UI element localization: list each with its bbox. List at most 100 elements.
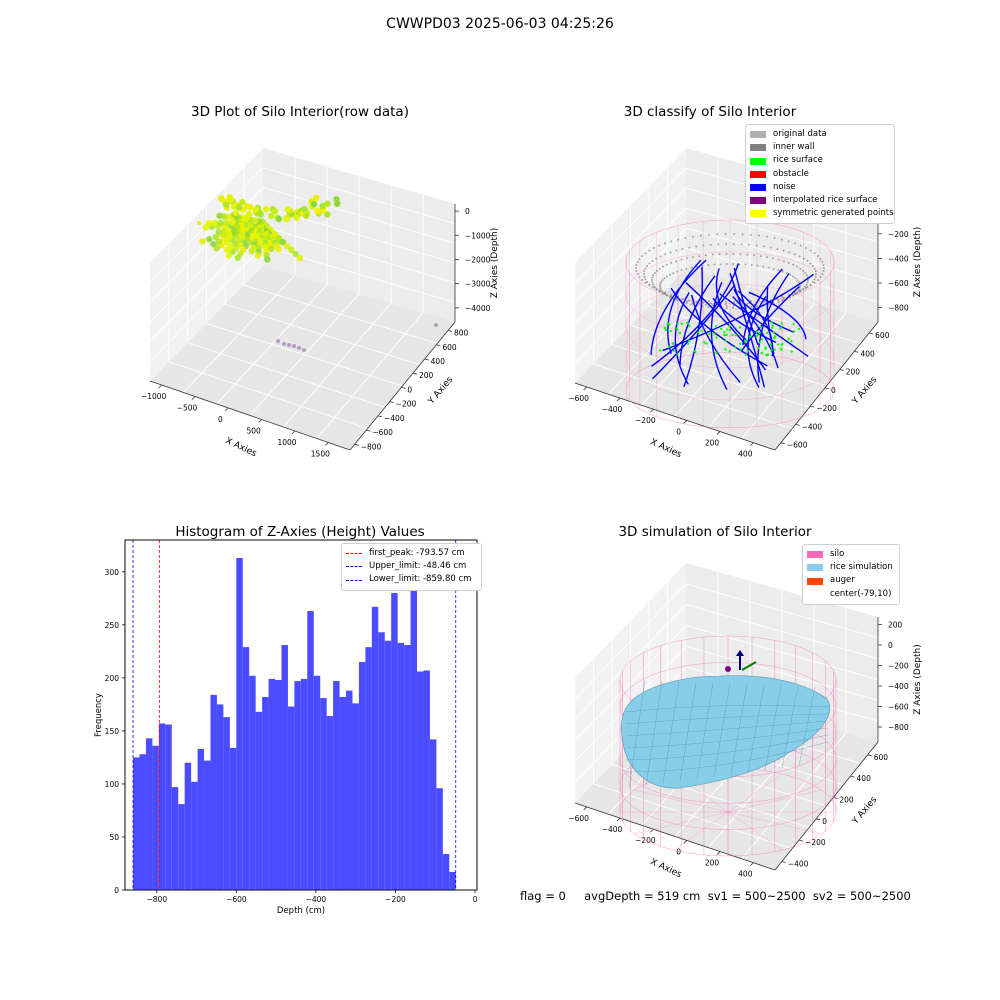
p1-y-tick-label: −800 xyxy=(361,442,382,451)
p2-wall-point xyxy=(771,257,774,260)
p2-rice-point xyxy=(797,327,801,331)
p4-legend-swatch xyxy=(807,551,823,559)
p2-wall-point xyxy=(680,258,683,261)
panel3-title: Histogram of Z-Axies (Height) Values xyxy=(175,524,425,540)
p1-point xyxy=(297,346,301,350)
p1-point xyxy=(283,215,290,223)
p3-bar xyxy=(171,787,179,890)
p2-wall-point xyxy=(664,253,667,256)
p4-y-tick xyxy=(781,861,786,863)
p1-back-grid xyxy=(262,167,456,225)
p2-wall-point xyxy=(814,275,817,278)
p1-point xyxy=(282,342,286,346)
panel3-legend: first_peak: -793.57 cm Upper_limit: -48.4… xyxy=(341,543,482,591)
p1-y-tick xyxy=(447,330,453,332)
p1-y-tick xyxy=(401,387,406,389)
p2-rice-point xyxy=(676,322,679,325)
p2-rice-point xyxy=(739,342,742,345)
p4-surface-mesh xyxy=(628,680,646,788)
p2-wall-point xyxy=(792,263,795,266)
p2-wall-point xyxy=(643,275,646,278)
p1-point xyxy=(283,242,291,250)
p2-rice-point xyxy=(771,326,774,330)
p3-bar xyxy=(287,706,295,890)
p3-bar xyxy=(223,717,230,890)
p1-x-tick xyxy=(225,407,229,412)
p2-wall-point xyxy=(690,266,693,269)
p2-wall-point xyxy=(749,233,752,236)
p3-bar xyxy=(275,680,282,890)
p3-bar xyxy=(320,698,327,890)
p4-back-grid xyxy=(685,583,879,639)
p2-wall-point xyxy=(741,233,744,236)
p2-wall-point xyxy=(652,247,655,250)
p2-wall-point xyxy=(787,240,790,243)
p2-wall-point xyxy=(799,285,801,287)
p2-wall-point xyxy=(677,238,680,241)
p1-point xyxy=(199,238,206,245)
p2-silo-ring xyxy=(625,251,835,337)
p2-y-tick xyxy=(795,424,800,426)
p2-rice-point xyxy=(764,347,767,350)
p2-rice-point xyxy=(787,337,790,341)
p2-wall-point xyxy=(821,260,824,263)
p2-wall-point xyxy=(709,302,712,305)
p2-wall-point xyxy=(713,263,716,266)
p3-bar xyxy=(397,642,405,890)
p2-wall-point xyxy=(765,235,768,238)
p1-point xyxy=(226,194,233,201)
p2-wall-point xyxy=(777,258,780,261)
p2-wall-point xyxy=(767,266,770,269)
p1-point xyxy=(232,209,240,217)
p1-y-tick-label: −400 xyxy=(384,414,405,423)
p2-y-tick-label: 600 xyxy=(875,331,890,340)
p2-wall-point xyxy=(792,275,795,278)
p2-wall-point xyxy=(698,255,701,258)
p4-x-tick xyxy=(750,862,754,867)
p3-bar xyxy=(268,678,276,890)
p2-legend-swatch xyxy=(750,210,766,218)
p2-noise-curve xyxy=(712,297,777,344)
p4-zlabel: Z Axies (Depth) xyxy=(913,644,923,715)
p2-wall-point xyxy=(719,263,722,266)
p2-wall-point xyxy=(799,289,802,292)
p2-wall-point xyxy=(695,300,698,303)
p2-rice-point xyxy=(770,348,773,352)
p2-rice-point xyxy=(724,339,727,343)
p2-y-tick-label: 0 xyxy=(831,386,836,395)
p2-wall-point xyxy=(686,257,689,260)
p2-wall-point xyxy=(690,303,693,306)
p2-wall-point xyxy=(802,269,805,272)
p2-rice-point xyxy=(781,342,784,346)
p1-point xyxy=(313,194,320,202)
p2-wall-point xyxy=(762,245,765,248)
p3-bar xyxy=(255,711,263,890)
p2-rice-point xyxy=(770,321,773,324)
p2-rice-point xyxy=(676,353,679,356)
p2-wall-point xyxy=(668,296,671,299)
p1-y-tick-label: 600 xyxy=(442,343,457,352)
p2-legend-swatch xyxy=(750,197,766,205)
p2-wall-point xyxy=(733,233,736,236)
p2-rice-point xyxy=(790,340,793,343)
p1-point xyxy=(234,254,241,261)
p2-wall-point xyxy=(644,278,647,281)
p3-bar xyxy=(429,739,437,890)
p1-point xyxy=(292,344,296,348)
p3-bar xyxy=(391,593,398,890)
p4-silo-spoke xyxy=(673,811,729,851)
p2-rice-point xyxy=(675,327,679,331)
p2-wall-point xyxy=(725,263,728,266)
p2-noise-curve xyxy=(742,268,783,346)
p2-wall-point xyxy=(789,273,792,276)
p4-z-tick-label: −200 xyxy=(888,662,909,671)
p2-noise-curve xyxy=(670,287,768,367)
p2-rice-point xyxy=(663,326,666,330)
p2-legend-swatch xyxy=(750,157,766,165)
p4-x-axis-line xyxy=(574,802,776,871)
p2-rice-point xyxy=(667,345,671,348)
p2-x-tick-label: −400 xyxy=(602,405,623,414)
p2-wall-point xyxy=(648,283,651,286)
p2-y-tick xyxy=(810,405,815,408)
p2-x-tick-label: 0 xyxy=(676,427,681,436)
